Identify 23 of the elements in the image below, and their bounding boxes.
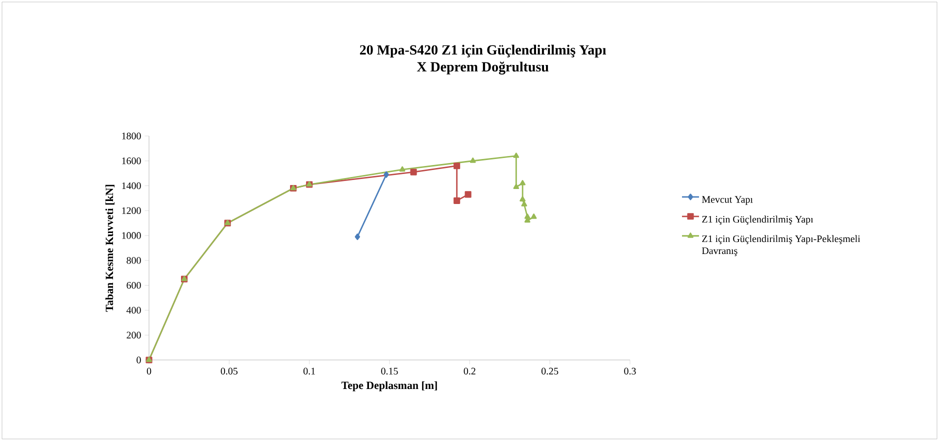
x-tick-label: 0.3 [624,368,636,375]
x-tick-label: 0.1 [303,368,315,375]
y-tick-label: 1200 [122,207,141,214]
y-tick-label: 0 [136,356,141,364]
legend-label: Z1 için Güçlendirilmiş Yapı-Pekleşmeli Davranış [702,235,860,256]
y-tick-label: 600 [126,282,141,289]
legend-label: Mevcut Yapı [702,196,753,205]
y-tick-label: 800 [126,257,141,264]
chart-title: 20 Mpa-S420 Z1 için Güçlendirilmiş Yapı X Deprem Doğrultusu [360,44,606,74]
y-axis-title: Taban Kesme Kuvveti [kN] [105,184,114,312]
x-tick-label: 0.25 [542,368,558,375]
y-tick-label: 1000 [122,232,141,239]
x-tick-label: 0.15 [381,368,398,375]
x-tick-label: 0 [146,368,152,374]
y-tick-label: 1800 [122,132,141,140]
legend-label: Z1 için Güçlendirilmiş Yapı [702,216,814,225]
x-tick-label: 0.05 [220,368,238,375]
y-tick-label: 1600 [122,158,141,164]
y-tick-label: 200 [126,332,141,338]
y-tick-label: 1400 [122,182,141,190]
x-tick-label: 0.2 [464,368,476,375]
x-axis-title: Tepe Deplasman [m] [341,381,437,392]
y-tick-label: 400 [126,306,141,314]
